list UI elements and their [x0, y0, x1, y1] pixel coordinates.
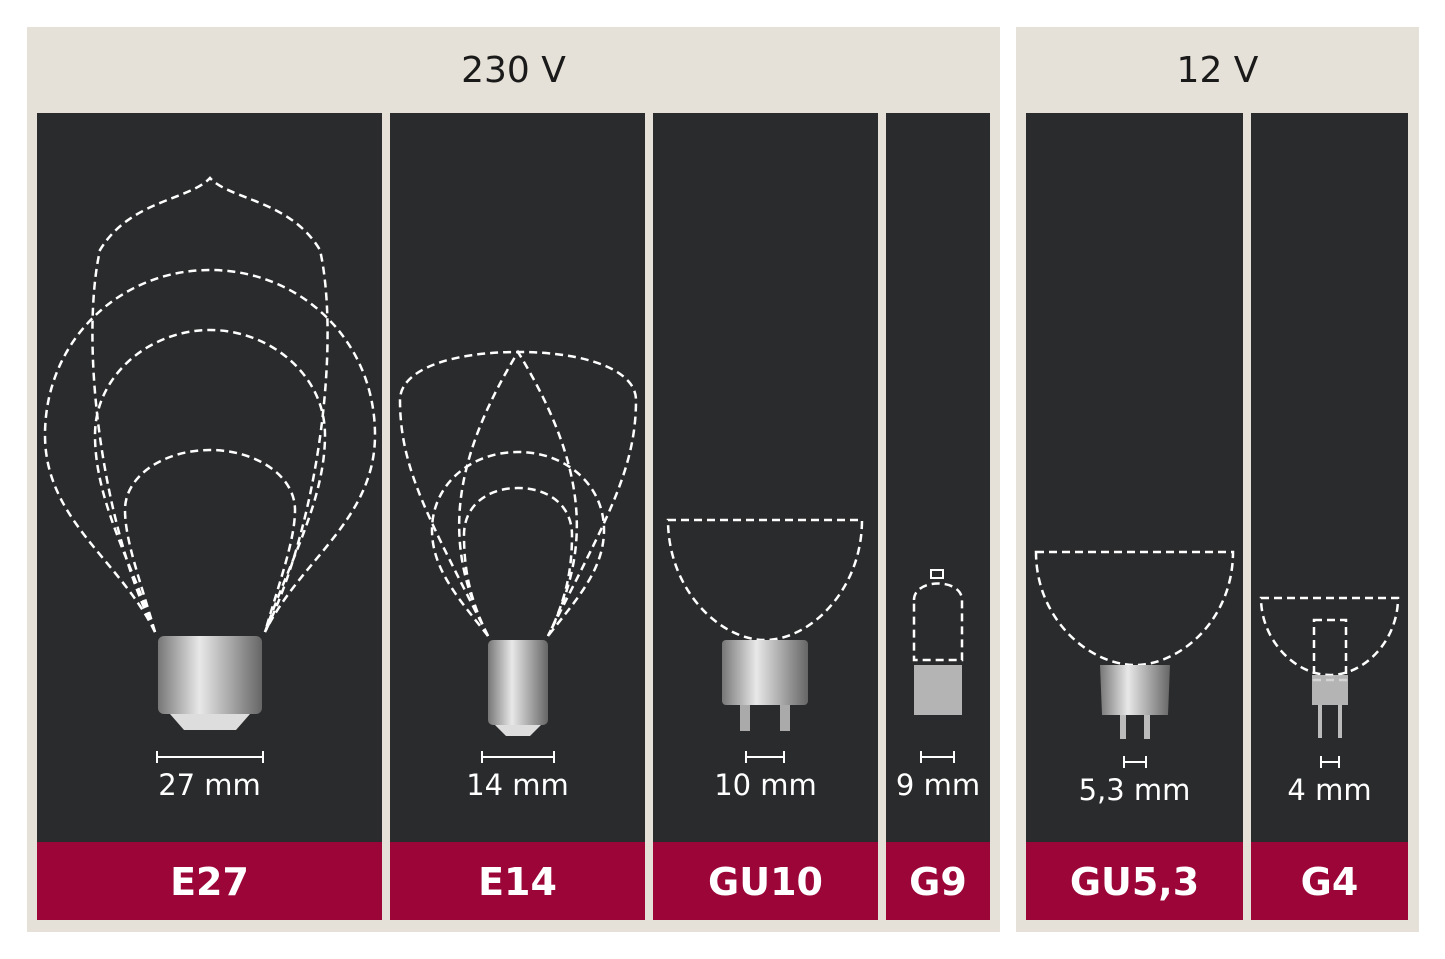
e27-base — [158, 636, 262, 714]
g4-base — [1312, 675, 1348, 705]
e14-outline-globe — [430, 450, 606, 637]
bases — [158, 569, 1348, 739]
column-g9: 9 mm G9 — [886, 113, 990, 920]
e14-outline-drop — [398, 350, 638, 637]
g9-outline — [912, 582, 964, 662]
size-label: 5,3 mm — [1078, 773, 1191, 807]
socket-label: GU5,3 — [1026, 842, 1243, 920]
socket-label: E27 — [37, 842, 382, 920]
e27-outline-classic — [93, 328, 327, 633]
socket-label: GU10 — [653, 842, 878, 920]
column-e27: 27 mm E27 — [37, 113, 382, 920]
e27-outline-globe — [43, 268, 377, 633]
e27-outline-candle — [91, 176, 329, 633]
gu10-base — [722, 640, 808, 705]
column-gu53: 5,3 mm GU5,3 — [1026, 113, 1243, 920]
size-label: 10 mm — [714, 768, 817, 802]
socket-label: G4 — [1251, 842, 1408, 920]
socket-label: E14 — [390, 842, 645, 920]
column-gu10: 10 mm GU10 — [653, 113, 878, 920]
gu10-outline — [666, 518, 864, 642]
dimension-markers — [156, 751, 1340, 768]
g9-base — [914, 665, 962, 715]
e14-outline-mini — [462, 486, 574, 637]
e27-outline-mini — [123, 448, 297, 633]
size-label: 4 mm — [1287, 773, 1372, 807]
gu53-base — [1100, 665, 1170, 715]
e14-base — [488, 640, 548, 725]
socket-label: G9 — [886, 842, 990, 920]
e14-outline-candle — [457, 349, 579, 637]
voltage-label-230v: 230 V — [461, 50, 566, 91]
size-label: 9 mm — [895, 768, 981, 802]
voltage-label-12v: 12 V — [1176, 50, 1259, 91]
g4-capsule-outline — [1312, 618, 1348, 682]
size-label: 27 mm — [158, 768, 261, 802]
e27-base-tip — [170, 714, 250, 730]
size-label: 14 mm — [466, 768, 569, 802]
column-g4: 4 mm G4 — [1251, 113, 1408, 920]
g4-outline — [1259, 596, 1400, 677]
gu53-outline — [1034, 550, 1235, 667]
